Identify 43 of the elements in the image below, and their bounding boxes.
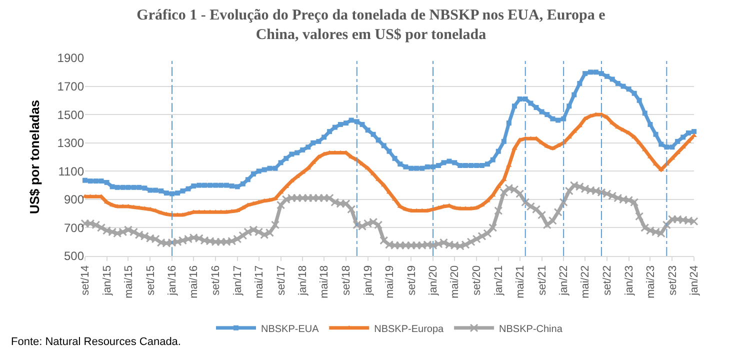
x-tick-label: set/19 bbox=[406, 265, 418, 296]
x-tick-label: set/21 bbox=[536, 265, 548, 296]
legend-label: NBSKP-China bbox=[499, 324, 563, 335]
x-tick-label: mai/20 bbox=[449, 265, 462, 298]
source-note: Fonte: Natural Resources Canada. bbox=[11, 336, 181, 348]
x-tick-label: jan/24 bbox=[688, 265, 701, 296]
x-tick-label: jan/16 bbox=[166, 265, 179, 296]
y-tick-label: 1900 bbox=[57, 51, 84, 66]
y-tick-label: 1300 bbox=[57, 136, 84, 150]
x-tick-label: mai/19 bbox=[384, 265, 396, 298]
x-tick-label: jan/17 bbox=[232, 265, 244, 296]
x-tick-label: mai/16 bbox=[188, 265, 200, 298]
y-tick-label: 1500 bbox=[57, 108, 84, 122]
legend-label: NBSKP-Europa bbox=[374, 324, 444, 335]
x-tick-label: jan/23 bbox=[623, 265, 636, 296]
x-tick-label: mai/15 bbox=[122, 265, 135, 298]
x-tick-label: mai/21 bbox=[514, 265, 526, 298]
x-tick-label: set/22 bbox=[602, 265, 614, 296]
y-tick-label: 500 bbox=[64, 249, 84, 264]
x-tick-label: jan/18 bbox=[297, 265, 310, 296]
x-tick-label: set/18 bbox=[340, 265, 353, 296]
x-tick-label: jan/21 bbox=[492, 265, 505, 296]
y-axis-title: US$ por toneladas bbox=[27, 100, 42, 214]
legend-label: NBSKP-EUA bbox=[261, 324, 320, 335]
chart-title: Gráfico 1 - Evolução do Preço da tonelada de NBSKP nos EUA, Europa e China, valores em US$ por tonelada bbox=[136, 7, 606, 43]
x-tick-label: jan/19 bbox=[362, 265, 374, 296]
x-tick-label: set/16 bbox=[210, 265, 222, 296]
x-tick-label: mai/17 bbox=[253, 265, 266, 298]
y-tick-label: 700 bbox=[64, 220, 84, 235]
x-tick-label: jan/15 bbox=[101, 265, 114, 296]
x-tick-label: jan/22 bbox=[558, 265, 570, 296]
x-tick-label: mai/23 bbox=[644, 265, 657, 298]
y-tick-label: 1100 bbox=[58, 164, 84, 178]
x-tick-label: mai/18 bbox=[318, 265, 331, 298]
x-tick-label: mai/22 bbox=[580, 265, 592, 298]
y-tick-label: 900 bbox=[64, 192, 84, 207]
x-tick-label: set/15 bbox=[144, 265, 157, 296]
x-tick-label: set/17 bbox=[275, 265, 288, 296]
x-tick-label: set/14 bbox=[80, 265, 92, 296]
x-tick-label: set/23 bbox=[666, 265, 679, 296]
x-tick-label: set/20 bbox=[471, 265, 484, 296]
y-tick-label: 1700 bbox=[57, 79, 84, 94]
x-tick-label: jan/20 bbox=[428, 265, 440, 296]
